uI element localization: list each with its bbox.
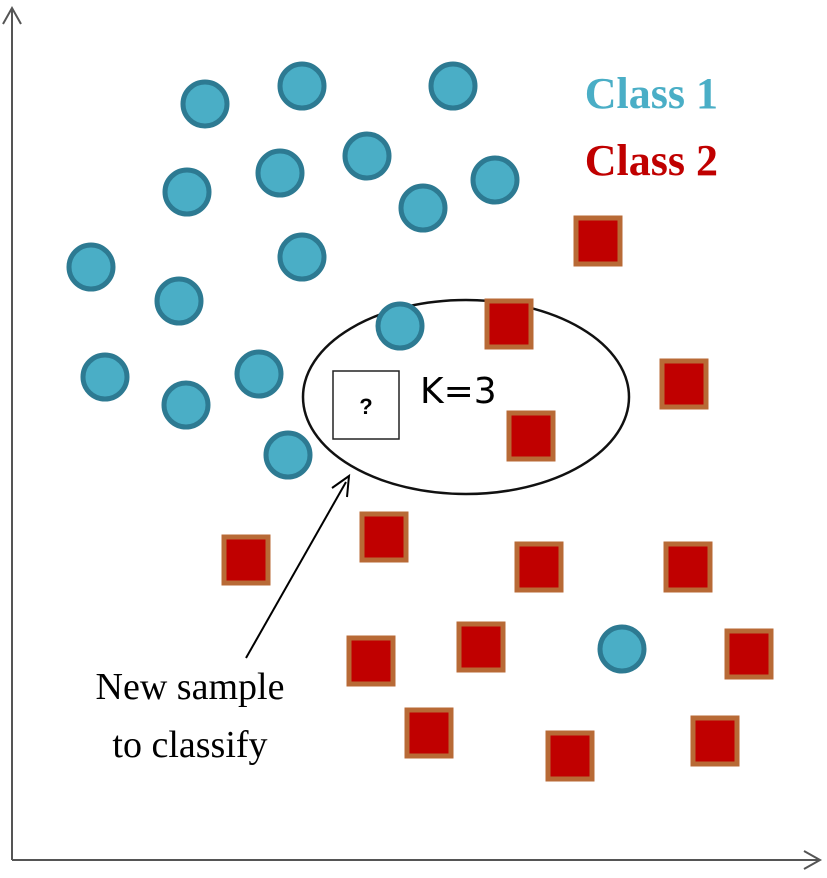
class2-point <box>484 298 534 350</box>
query-sample: ? <box>332 370 400 440</box>
class1-point <box>277 61 327 111</box>
class2-point <box>346 635 396 687</box>
k-label: K=3 <box>420 371 497 412</box>
annotation-line2: to classify <box>112 724 267 766</box>
annotation-arrow <box>245 473 351 659</box>
class2-point <box>724 628 774 680</box>
query-sample-box <box>332 370 400 440</box>
query-sample-label: ? <box>359 394 372 419</box>
class1-point <box>277 232 327 282</box>
class2-point <box>456 621 506 673</box>
class2-point <box>573 215 623 267</box>
class2-point <box>221 534 271 586</box>
class1-point <box>597 624 647 674</box>
legend: Class 1 Class 2 <box>585 69 718 185</box>
arrow-head <box>331 473 351 498</box>
k-neighborhood-ellipse <box>301 298 631 496</box>
class1-point <box>398 183 448 233</box>
annotation-line1: New sample <box>96 666 285 708</box>
y-axis-arrowhead <box>2 5 22 25</box>
class1-point <box>428 61 478 111</box>
class1-point <box>66 242 116 292</box>
class2-point <box>545 730 595 782</box>
class2-point <box>690 715 740 767</box>
class1-point <box>470 155 520 205</box>
x-axis-arrowhead <box>803 850 823 870</box>
class1-point <box>342 131 392 181</box>
class1-point <box>234 349 284 399</box>
class2-point <box>359 511 409 563</box>
class1-point <box>263 430 313 480</box>
class2-point <box>506 410 556 462</box>
class2-point <box>404 707 454 759</box>
class1-point <box>375 301 425 351</box>
class1-point <box>162 167 212 217</box>
class2-point <box>514 541 564 593</box>
class2-points <box>221 215 774 782</box>
axes <box>2 5 823 870</box>
class1-point <box>80 352 130 402</box>
class2-point <box>659 358 709 410</box>
class1-point <box>180 79 230 129</box>
arrow-shaft <box>245 481 347 659</box>
class1-point <box>154 276 204 326</box>
class1-point <box>255 148 305 198</box>
class1-point <box>161 380 211 430</box>
legend-class1-label: Class 1 <box>585 69 718 118</box>
legend-class2-label: Class 2 <box>585 136 718 185</box>
class1-points <box>66 61 647 674</box>
class2-point <box>663 541 713 593</box>
